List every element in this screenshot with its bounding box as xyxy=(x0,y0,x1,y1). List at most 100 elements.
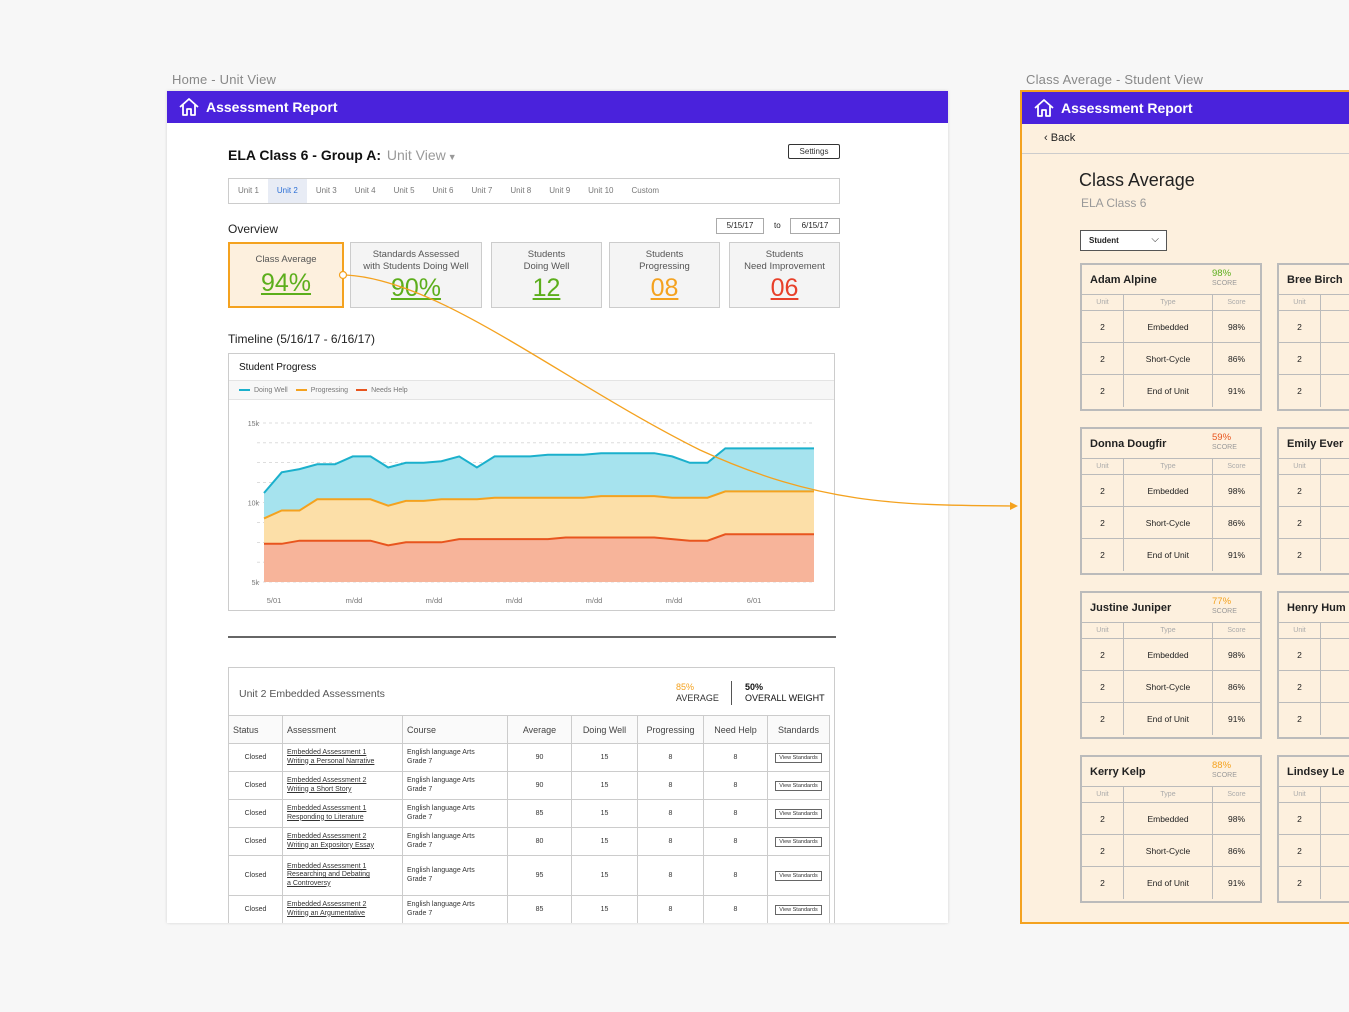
student-score-grid: UnitTypeScore2E2Sh2E xyxy=(1279,295,1349,407)
tab-unit-8[interactable]: Unit 8 xyxy=(510,186,532,195)
tab-unit-10[interactable]: Unit 10 xyxy=(588,186,614,195)
tab-unit-4[interactable]: Unit 4 xyxy=(354,186,376,195)
student-card[interactable]: Bree Birch UnitTypeScore2E2Sh2E xyxy=(1277,263,1349,411)
grid-cell: E xyxy=(1321,703,1349,735)
grid-cell: 2 xyxy=(1279,867,1321,899)
assessment-cell: Embedded Assessment 2 Writing an Argument… xyxy=(282,895,403,923)
column-header[interactable]: Status xyxy=(228,715,283,744)
tab-unit-9[interactable]: Unit 9 xyxy=(549,186,571,195)
stat-card-2[interactable]: Standards Assessed with Students Doing We… xyxy=(350,242,482,308)
student-name: Lindsey Le xyxy=(1287,766,1345,778)
date-to-field[interactable]: 6/15/17 xyxy=(790,218,840,234)
student-score-value: 59% xyxy=(1212,432,1232,443)
stat-value: 08 xyxy=(650,274,679,302)
student-score-grid: Unit Type Score 2 Embedded 98% 2 Short-Cycle 86%… xyxy=(1082,295,1260,407)
column-header[interactable]: Doing Well xyxy=(571,715,638,744)
date-from-field[interactable]: 5/15/17 xyxy=(716,218,764,234)
assessment-link[interactable]: Writing an Expository Essay xyxy=(287,841,375,849)
grid-cell: Short-Cycle xyxy=(1124,507,1213,539)
back-link[interactable]: ‹ Back xyxy=(1022,124,1349,154)
assessment-link[interactable]: Responding to Literature xyxy=(287,813,364,821)
stat-card-4[interactable]: Students Progressing 08 xyxy=(609,242,720,308)
assessment-link[interactable]: Writing an Argumentative xyxy=(287,909,366,917)
chevron-down-icon[interactable]: ▼ xyxy=(447,152,457,162)
tab-unit-1[interactable]: Unit 1 xyxy=(238,186,259,195)
grid-cell: Short-Cycle xyxy=(1124,343,1213,375)
grid-cell: 86% xyxy=(1213,835,1260,867)
chevron-down-icon: ⌵ xyxy=(1151,234,1159,245)
standards-cell: View Standards xyxy=(767,799,830,828)
y-tick-label: 5k xyxy=(252,580,260,587)
tab-unit-6[interactable]: Unit 6 xyxy=(432,186,454,195)
grid-cell: E xyxy=(1321,803,1349,835)
view-standards-button[interactable]: View Standards xyxy=(775,870,822,881)
student-select[interactable]: Student ⌵ xyxy=(1080,230,1167,251)
view-standards-button[interactable]: View Standards xyxy=(775,836,822,847)
column-header[interactable]: Assessment xyxy=(282,715,403,744)
home-icon[interactable] xyxy=(1033,98,1055,118)
grid-cell: 2 xyxy=(1279,835,1321,867)
stat-value: 94% xyxy=(260,269,312,297)
home-icon[interactable] xyxy=(178,97,200,117)
student-card-header: Justine Juniper 77% SCORE xyxy=(1082,593,1260,623)
grid-cell: 2 xyxy=(1082,311,1124,343)
progressing-cell: 8 xyxy=(637,827,704,856)
stat-card-5[interactable]: Students Need Improvement 06 xyxy=(729,242,840,308)
assessment-link[interactable]: Embedded Assessment 1 xyxy=(287,749,367,756)
view-standards-button[interactable]: View Standards xyxy=(775,808,822,819)
column-header[interactable]: Need Help xyxy=(703,715,768,744)
student-score-grid: Unit Type Score 2 Embedded 98% 2 Short-Cycle 86%… xyxy=(1082,623,1260,735)
student-score-value: 77% xyxy=(1212,596,1232,607)
tab-unit-11[interactable]: Custom xyxy=(631,186,660,195)
class-average-panel: Assessment Report ‹ Back Class Average E… xyxy=(1020,90,1349,924)
assessment-link[interactable]: Embedded Assessment 1 xyxy=(287,805,367,812)
column-header[interactable]: Course xyxy=(402,715,508,744)
column-header[interactable]: Average xyxy=(507,715,572,744)
student-card[interactable]: Donna Dougfir 59% SCORE Unit Type Score 2 Embed… xyxy=(1080,427,1262,575)
tab-unit-7[interactable]: Unit 7 xyxy=(471,186,493,195)
stat-card-3[interactable]: Students Doing Well 12 xyxy=(491,242,602,308)
assessment-link[interactable]: Researching and Debating xyxy=(287,871,370,879)
assessment-link[interactable]: Writing a Short Story xyxy=(287,785,352,793)
stat-label: Class Average xyxy=(255,254,317,265)
view-select[interactable]: Unit View xyxy=(386,147,446,163)
class-average-title: Class Average xyxy=(1079,170,1195,190)
view-standards-button[interactable]: View Standards xyxy=(775,904,822,915)
tab-unit-3[interactable]: Unit 3 xyxy=(315,186,337,195)
column-header[interactable]: Standards xyxy=(767,715,830,744)
stat-card-1[interactable]: Class Average 94% xyxy=(228,242,344,308)
student-card[interactable]: Adam Alpine 98% SCORE Unit Type Score 2 Embedde… xyxy=(1080,263,1262,411)
grid-cell: 98% xyxy=(1213,311,1260,343)
assessment-link[interactable]: Embedded Assessment 2 xyxy=(287,777,367,784)
student-card-header: Emily Ever xyxy=(1279,429,1349,459)
view-standards-button[interactable]: View Standards xyxy=(775,780,822,791)
assessment-link[interactable]: Embedded Assessment 1 xyxy=(287,862,367,870)
grid-cell: 2 xyxy=(1279,475,1321,507)
tab-unit-5[interactable]: Unit 5 xyxy=(393,186,415,195)
grid-header: Type xyxy=(1321,459,1349,475)
student-card[interactable]: Lindsey Le UnitTypeScore2E2Sh2E xyxy=(1277,755,1349,903)
grid-cell: End of Unit xyxy=(1124,375,1213,407)
assessment-link[interactable]: Writing a Personal Narrative xyxy=(287,757,375,765)
grid-header: Unit xyxy=(1082,295,1124,311)
settings-button[interactable]: Settings xyxy=(788,144,840,159)
need-help-cell: 8 xyxy=(703,771,768,800)
assessment-link[interactable]: a Controversy xyxy=(287,879,331,887)
tab-unit-2[interactable]: Unit 2 xyxy=(267,179,307,203)
doing-well-cell: 15 xyxy=(571,771,638,800)
assessment-link[interactable]: Embedded Assessment 2 xyxy=(287,901,367,908)
need-help-cell: 8 xyxy=(703,855,768,896)
student-card[interactable]: Justine Juniper 77% SCORE Unit Type Score 2 Emb… xyxy=(1080,591,1262,739)
grid-cell: 2 xyxy=(1082,639,1124,671)
student-card[interactable]: Kerry Kelp 88% SCORE Unit Type Score 2 Embedded… xyxy=(1080,755,1262,903)
x-tick-label: m/dd xyxy=(426,596,443,605)
student-score-grid: UnitTypeScore2E2Sh2E xyxy=(1279,787,1349,899)
grid-cell: 91% xyxy=(1227,386,1245,396)
column-header[interactable]: Progressing xyxy=(637,715,704,744)
view-standards-button[interactable]: View Standards xyxy=(775,752,822,763)
student-card[interactable]: Henry Hum UnitTypeScore2E2Sh2E xyxy=(1277,591,1349,739)
student-card[interactable]: Emily Ever UnitTypeScore2E2Sh2E xyxy=(1277,427,1349,575)
unit-tabs: Unit 1 Unit 2 Unit 3 Unit 4 Unit 5 Unit 6 Unit… xyxy=(228,178,840,204)
x-tick-label: 5/01 xyxy=(267,596,282,605)
assessment-link[interactable]: Embedded Assessment 2 xyxy=(287,833,367,840)
